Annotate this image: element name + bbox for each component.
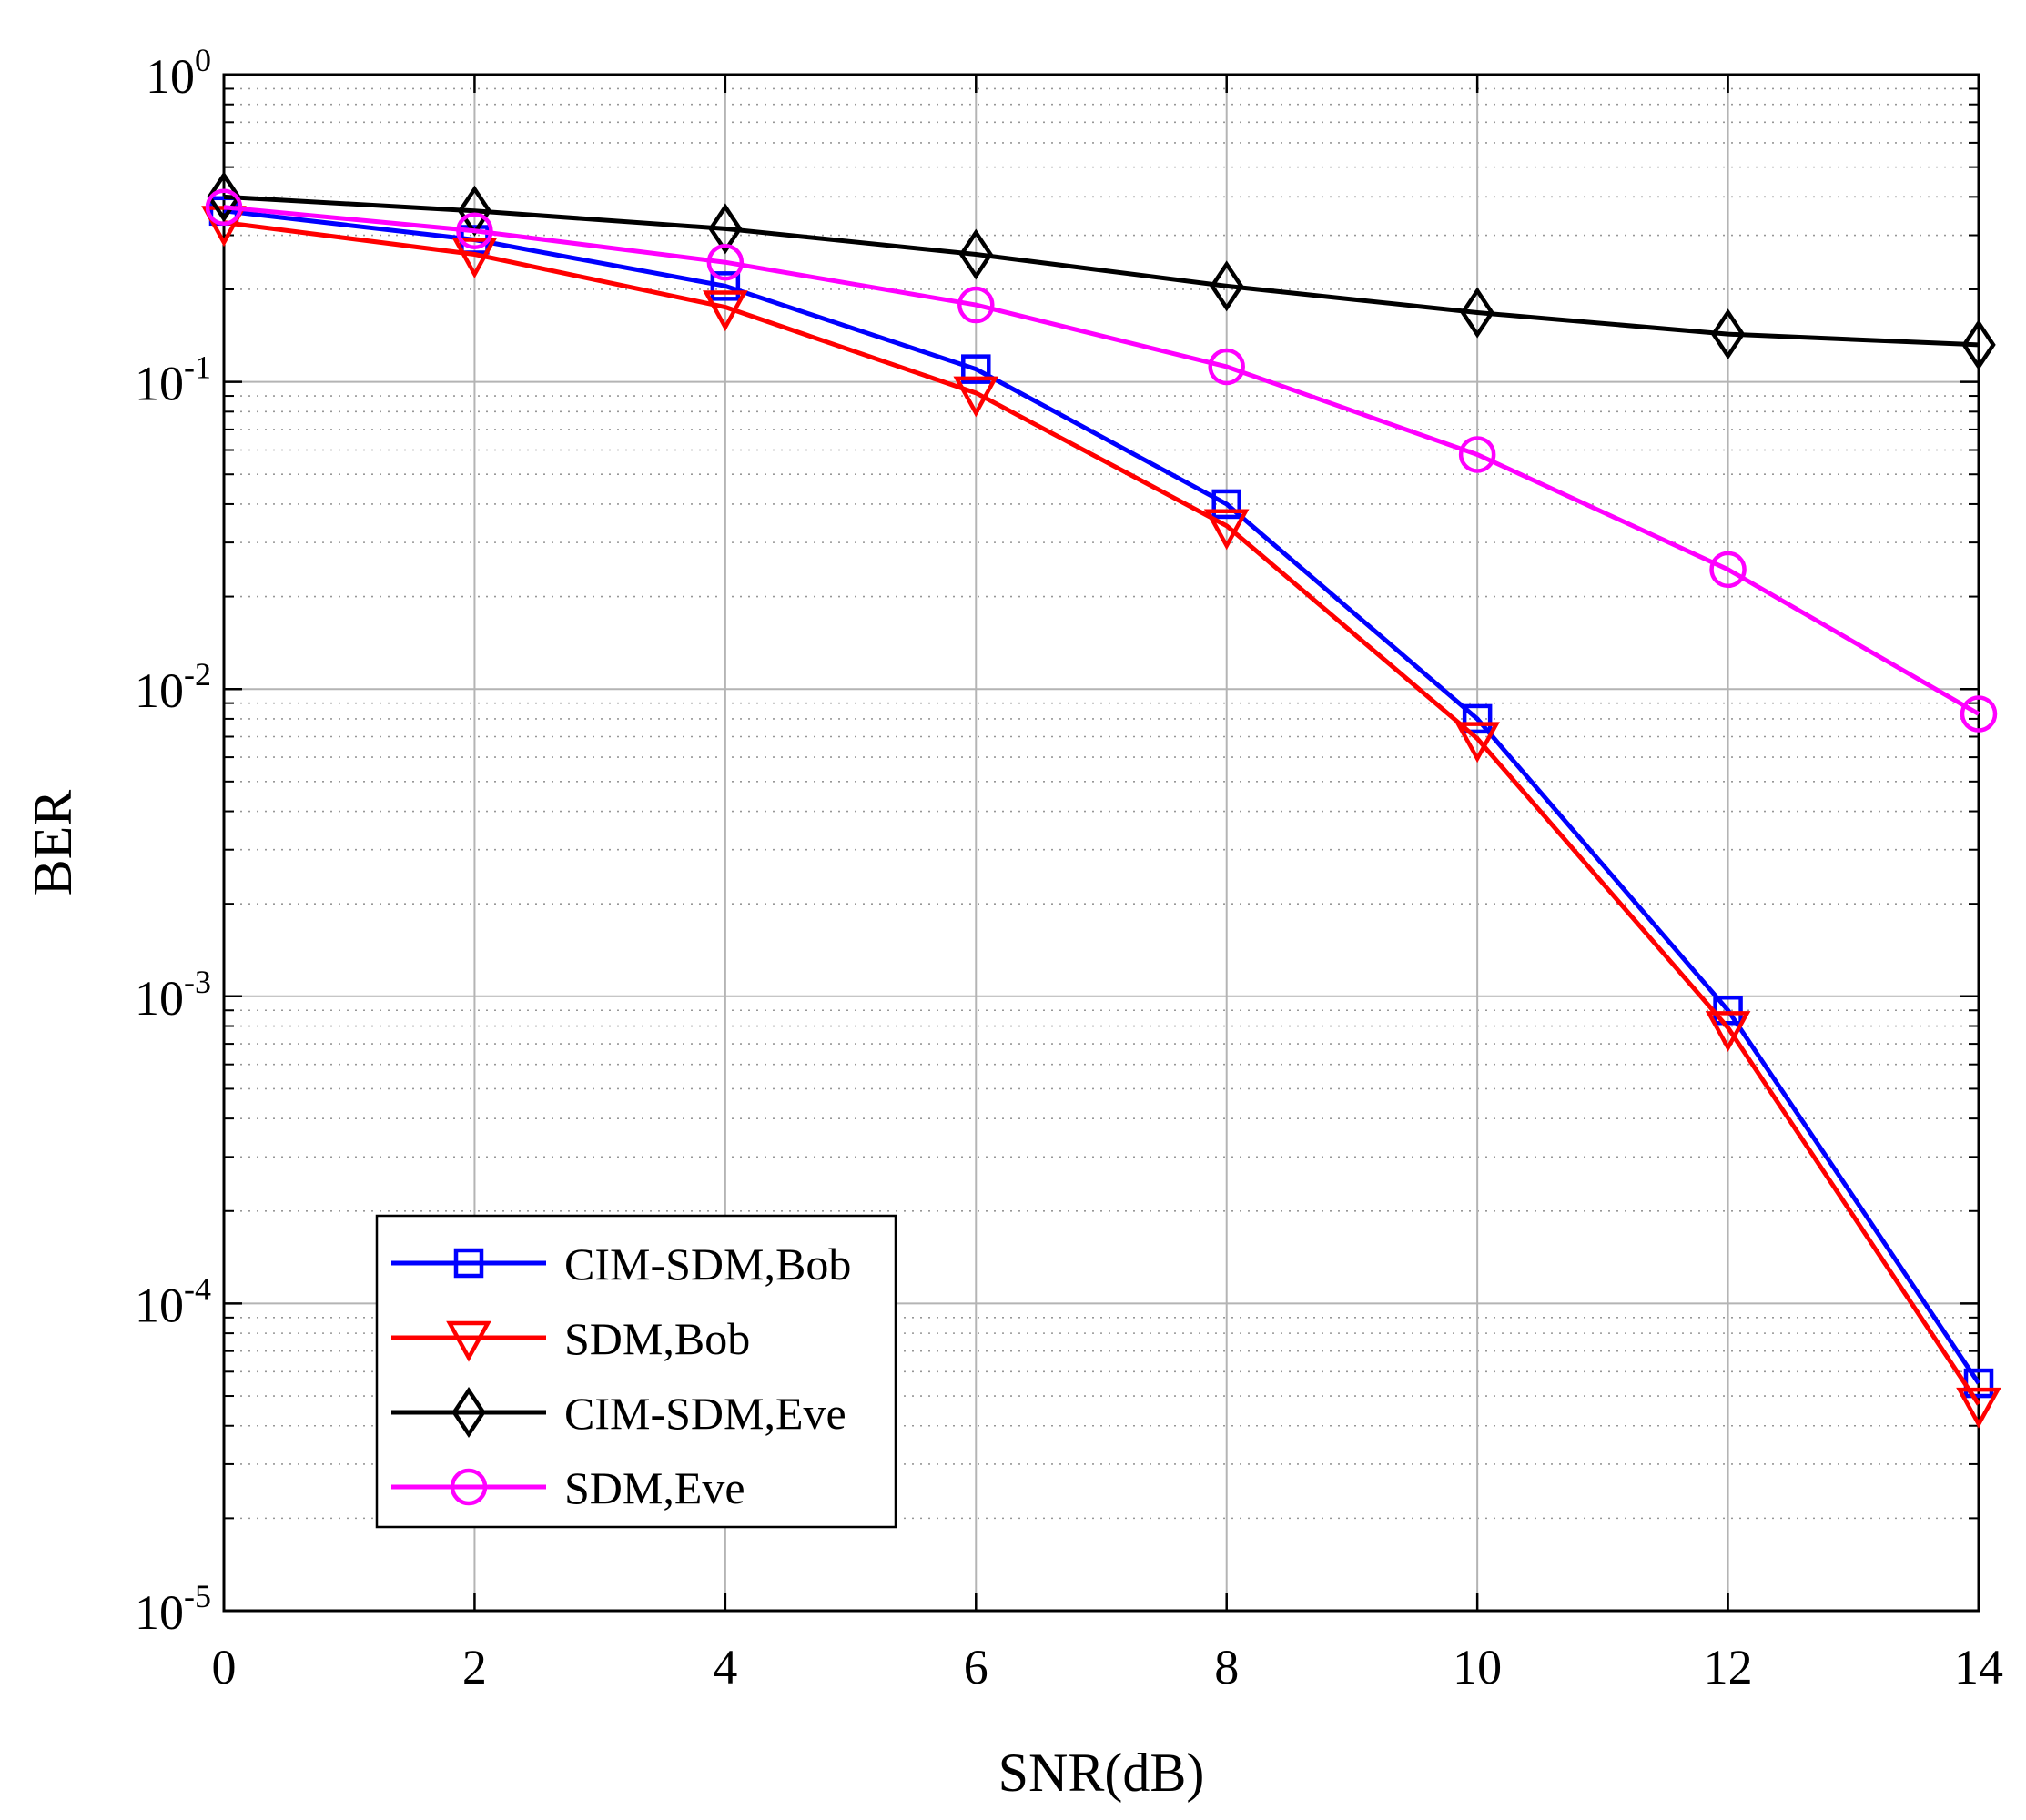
- y-tick-label: 10-5: [135, 1578, 211, 1640]
- data-point: [1961, 318, 1996, 370]
- data-point: [1203, 509, 1250, 551]
- plot-frame: [222, 73, 1980, 1613]
- legend: CIM-SDM,Bob SDM,Bob CIM-SDM,Eve SDM,Eve: [375, 1214, 897, 1529]
- y-tick-label: 100: [146, 42, 211, 104]
- x-tick-label: 2: [462, 1640, 487, 1694]
- series-group: [201, 171, 2001, 1429]
- y-tick-label: 10-2: [135, 656, 211, 718]
- x-axis-label: SNR(dB): [998, 1743, 1205, 1803]
- data-point: [1705, 1011, 1751, 1053]
- legend-marker: [453, 1248, 484, 1279]
- data-point: [706, 243, 745, 281]
- legend-item: CIM-SDM,Bob: [391, 1239, 851, 1289]
- legend-item: SDM,Eve: [391, 1462, 745, 1513]
- x-tick-label: 12: [1704, 1640, 1753, 1694]
- y-tick-exponent: -5: [184, 1578, 211, 1614]
- y-tick-exponent: -3: [184, 964, 211, 1000]
- legend-marker: [451, 1386, 486, 1439]
- x-tick-label: 4: [713, 1640, 737, 1694]
- legend-box: [375, 1214, 897, 1529]
- legend-marker: [446, 1320, 491, 1362]
- data-point: [958, 228, 993, 280]
- y-tick-exponent: -4: [184, 1270, 211, 1307]
- y-tick-label: 10-3: [135, 964, 211, 1026]
- x-tick-label: 8: [1214, 1640, 1239, 1694]
- x-tick-label: 14: [1954, 1640, 2003, 1694]
- y-tick-label: 10-4: [135, 1270, 211, 1332]
- x-tick-labels: 0 2 4 6 8 10 12 14: [212, 1640, 2004, 1694]
- data-point: [1956, 1387, 2001, 1429]
- data-point: [957, 286, 995, 324]
- data-point: [703, 290, 748, 332]
- data-point: [708, 203, 743, 255]
- legend-marker: [450, 1468, 488, 1506]
- series-line: [223, 194, 1980, 348]
- axis-ticks: [222, 73, 1980, 1613]
- data-point: [1208, 348, 1245, 386]
- data-point: [451, 238, 498, 279]
- y-tick-exponent: 0: [195, 42, 211, 78]
- legend-label: SDM,Eve: [564, 1462, 745, 1513]
- data-point: [207, 171, 241, 223]
- data-point: [1458, 436, 1496, 473]
- series-line: [223, 208, 1981, 1385]
- x-tick-label: 0: [212, 1640, 237, 1694]
- series-line: [223, 205, 1980, 716]
- x-tick-label: 10: [1453, 1640, 1502, 1694]
- series-line: [223, 220, 1981, 1406]
- y-axis-label: BER: [23, 790, 83, 896]
- legend-label: CIM-SDM,Eve: [564, 1388, 846, 1439]
- legend-label: CIM-SDM,Bob: [564, 1239, 851, 1289]
- y-tick-base: 10: [135, 971, 184, 1026]
- data-point: [1462, 703, 1493, 734]
- data-point: [1211, 489, 1241, 520]
- y-tick-base: 10: [135, 357, 184, 411]
- y-tick-exponent: -2: [184, 656, 211, 693]
- data-point: [1210, 260, 1244, 312]
- y-tick-base: 10: [135, 663, 184, 718]
- legend-label: SDM,Bob: [564, 1313, 750, 1364]
- data-point: [456, 212, 493, 249]
- legend-items: CIM-SDM,Bob SDM,Bob CIM-SDM,Eve SDM,Eve: [391, 1239, 851, 1513]
- y-tick-base: 10: [135, 1585, 184, 1640]
- data-point: [961, 354, 991, 384]
- y-tick-exponent: -1: [184, 349, 211, 386]
- legend-item: CIM-SDM,Eve: [391, 1386, 846, 1439]
- data-point: [1709, 551, 1747, 589]
- data-point: [1710, 308, 1746, 360]
- data-point: [1460, 287, 1494, 339]
- y-tick-base: 10: [146, 49, 195, 104]
- x-tick-label: 6: [964, 1640, 988, 1694]
- data-point: [710, 271, 741, 301]
- data-point: [953, 376, 999, 418]
- legend-item: SDM,Bob: [391, 1313, 750, 1364]
- y-tick-base: 10: [135, 1278, 184, 1332]
- data-point: [1454, 722, 1500, 763]
- series-cim-sdm-eve: [207, 171, 1996, 370]
- data-point: [1960, 695, 1998, 733]
- data-point: [205, 188, 243, 227]
- series-sdm-eve: [205, 188, 1998, 733]
- y-tick-label: 10-1: [135, 349, 211, 411]
